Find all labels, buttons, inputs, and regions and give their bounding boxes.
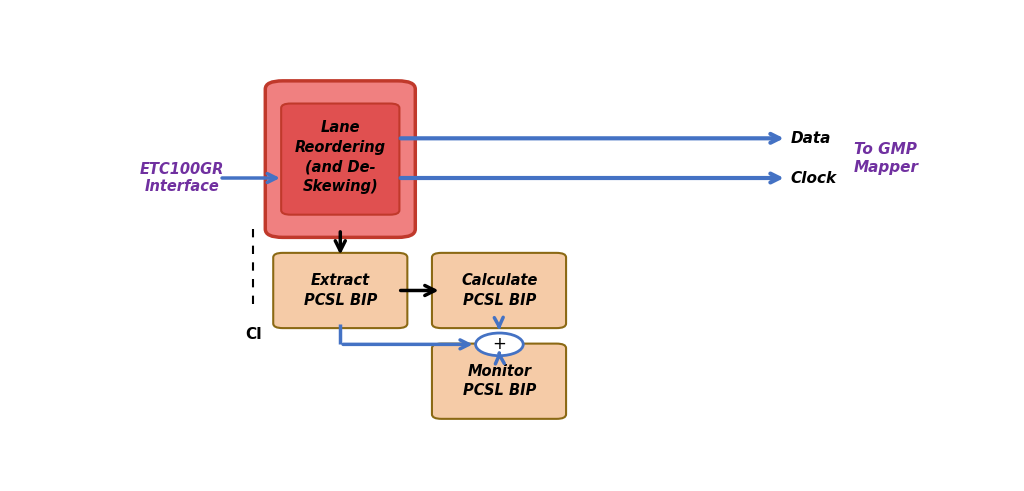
Text: Data: Data xyxy=(791,131,831,146)
Text: Lane
Reordering
(and De-
Skewing): Lane Reordering (and De- Skewing) xyxy=(295,120,386,194)
Text: Monitor
PCSL BIP: Monitor PCSL BIP xyxy=(463,364,537,398)
Circle shape xyxy=(475,333,523,355)
FancyBboxPatch shape xyxy=(432,253,566,328)
Text: Clock: Clock xyxy=(791,170,837,186)
FancyBboxPatch shape xyxy=(432,344,566,419)
Text: Extract
PCSL BIP: Extract PCSL BIP xyxy=(304,273,378,308)
FancyBboxPatch shape xyxy=(265,81,416,237)
Text: To GMP
Mapper: To GMP Mapper xyxy=(853,142,919,175)
Text: Calculate
PCSL BIP: Calculate PCSL BIP xyxy=(461,273,538,308)
Text: ETC100GR
Interface: ETC100GR Interface xyxy=(140,162,224,194)
FancyBboxPatch shape xyxy=(282,104,399,215)
Text: CI: CI xyxy=(245,327,262,342)
Text: +: + xyxy=(493,335,506,354)
FancyBboxPatch shape xyxy=(273,253,408,328)
